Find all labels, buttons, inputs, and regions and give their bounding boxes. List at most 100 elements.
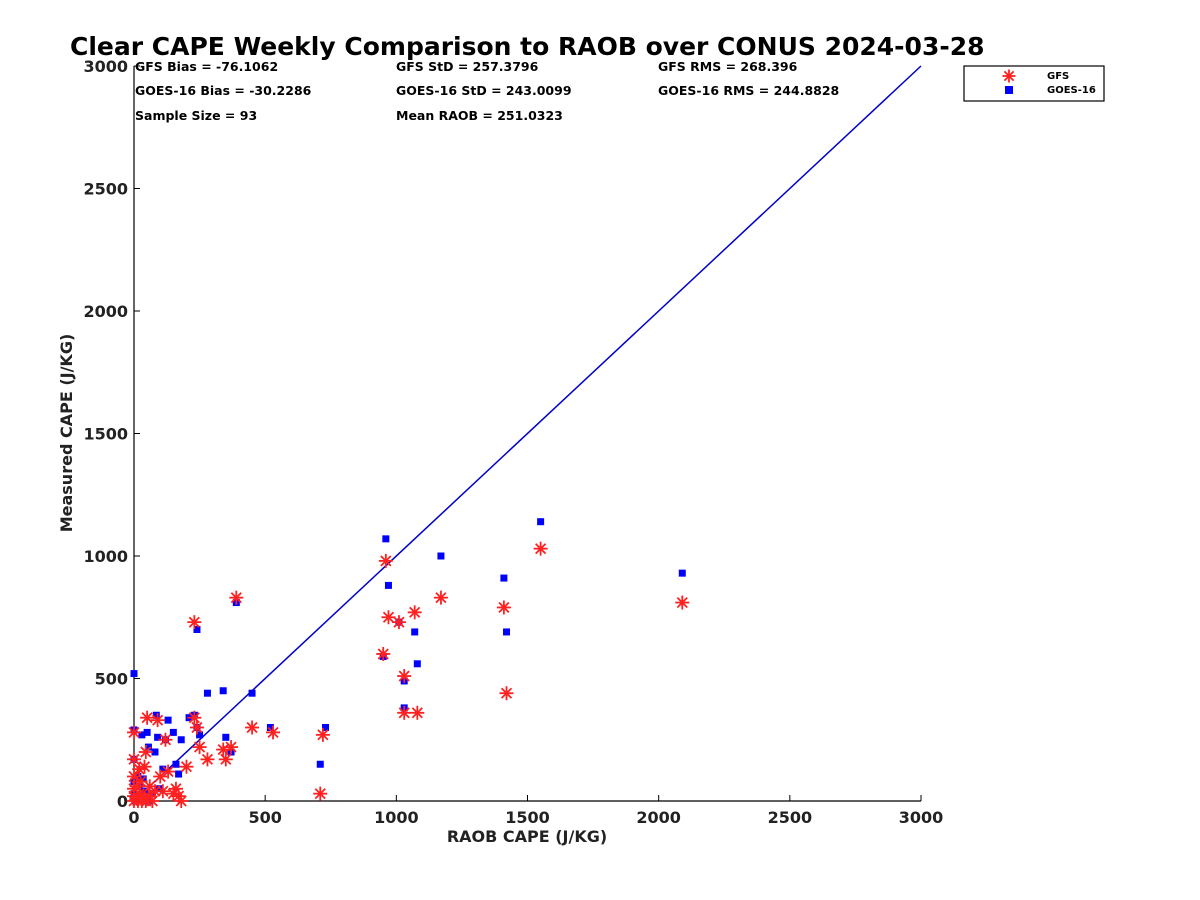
legend-goes-label: GOES-16 <box>1047 85 1096 96</box>
goes16-point <box>172 760 180 768</box>
goes16-point <box>382 535 390 543</box>
stat-sample-size: Sample Size = 93 <box>135 108 257 123</box>
x-tick-label: 2000 <box>636 808 681 827</box>
gfs-point <box>376 647 391 661</box>
gfs-point <box>187 710 202 725</box>
y-tick-label: 1500 <box>83 425 128 444</box>
gfs-point <box>127 752 141 767</box>
goes16-point <box>155 785 163 793</box>
legend-gfs-marker <box>1002 69 1016 83</box>
chart-title: Clear CAPE Weekly Comparison to RAOB ove… <box>70 32 985 61</box>
legend-goes-marker <box>1005 86 1013 94</box>
x-axis-ticks: 0 500 1000 1500 2000 2500 3000 <box>128 795 943 827</box>
goes16-point <box>384 581 392 589</box>
goes16-point <box>413 660 421 668</box>
y-tick-label: 500 <box>95 670 128 689</box>
goes16-point <box>143 728 151 736</box>
y-tick-label: 2000 <box>83 302 128 321</box>
x-tick-label: 0 <box>128 808 139 827</box>
goes16-point <box>411 628 419 636</box>
goes16-point <box>193 626 201 633</box>
legend-box <box>963 65 1105 102</box>
gfs-point <box>313 786 328 801</box>
y-axis-ticks: 0 500 1000 1500 2000 2500 3000 <box>83 57 140 811</box>
gfs-point <box>174 794 189 808</box>
goes16-point <box>177 736 185 744</box>
goes16-point <box>175 770 183 778</box>
goes16-point <box>154 733 162 741</box>
goes16-point <box>503 628 511 636</box>
goes16-point <box>500 574 508 582</box>
x-tick-label: 500 <box>248 808 281 827</box>
gfs-point <box>137 759 152 774</box>
gfs-point <box>433 590 448 605</box>
gfs-point <box>397 705 412 720</box>
gfs-point <box>218 752 233 767</box>
gfs-point <box>189 720 204 735</box>
gfs-point <box>229 590 244 605</box>
gfs-point <box>397 669 412 684</box>
stat-gfs-std: GFS StD = 257.3796 <box>396 59 539 74</box>
stat-goes-bias: GOES-16 Bias = -30.2286 <box>135 83 312 98</box>
gfs-point <box>153 769 168 784</box>
gfs-point <box>179 759 194 774</box>
gfs-point <box>171 789 186 804</box>
goes16-point <box>316 760 324 768</box>
gfs-point <box>145 794 160 808</box>
gfs-point <box>496 600 511 615</box>
y-tick-label: 0 <box>117 792 128 811</box>
gfs-point <box>200 752 215 767</box>
gfs-point <box>158 732 173 747</box>
series-gfs <box>127 541 690 808</box>
goes16-point <box>437 552 445 560</box>
gfs-point <box>161 764 176 779</box>
gfs-point <box>407 605 422 620</box>
stat-gfs-rms: GFS RMS = 268.396 <box>658 59 798 74</box>
stat-goes-rms: GOES-16 RMS = 244.8828 <box>658 83 839 98</box>
goes16-point <box>151 748 159 756</box>
series-goes16 <box>130 518 686 805</box>
gfs-point <box>127 725 141 740</box>
goes16-point <box>248 689 256 697</box>
gfs-point <box>187 615 202 630</box>
gfs-point <box>133 774 148 789</box>
gfs-point <box>245 720 260 735</box>
gfs-point <box>315 727 330 742</box>
gfs-point <box>378 553 393 568</box>
stat-goes-std: GOES-16 StD = 243.0099 <box>396 83 572 98</box>
y-tick-label: 2500 <box>83 180 128 199</box>
x-tick-label: 1000 <box>374 808 419 827</box>
y-tick-label: 1000 <box>83 547 128 566</box>
goes16-point <box>138 731 146 739</box>
gfs-point <box>150 713 165 728</box>
stat-mean-raob: Mean RAOB = 251.0323 <box>396 108 563 123</box>
x-tick-label: 2500 <box>768 808 813 827</box>
stat-gfs-bias: GFS Bias = -76.1062 <box>135 59 278 74</box>
x-tick-label: 3000 <box>899 808 944 827</box>
x-tick-label: 1500 <box>505 808 550 827</box>
goes16-point <box>203 689 211 697</box>
y-axis-label: Measured CAPE (J/KG) <box>57 334 76 533</box>
gfs-point <box>155 784 170 799</box>
gfs-point <box>381 610 396 625</box>
one-to-one-line <box>133 65 922 802</box>
goes16-point <box>144 743 152 751</box>
gfs-point <box>140 710 155 725</box>
gfs-point <box>410 705 425 720</box>
legend-gfs-label: GFS <box>1047 71 1069 82</box>
goes16-point <box>322 724 330 731</box>
y-tick-label: 3000 <box>83 57 128 76</box>
goes16-point <box>164 716 172 724</box>
goes16-point <box>266 724 274 731</box>
legend: GFS GOES-16 <box>963 65 1105 102</box>
gfs-point <box>138 745 153 759</box>
gfs-point <box>224 740 239 755</box>
gfs-point <box>533 541 548 556</box>
gfs-point <box>266 725 281 740</box>
legend-gfs-asterisk <box>1002 69 1016 83</box>
goes16-point <box>159 765 167 773</box>
goes16-point <box>130 670 138 678</box>
stats-block: GFS Bias = -76.1062 GOES-16 Bias = -30.2… <box>135 59 839 123</box>
goes16-point <box>219 687 227 695</box>
